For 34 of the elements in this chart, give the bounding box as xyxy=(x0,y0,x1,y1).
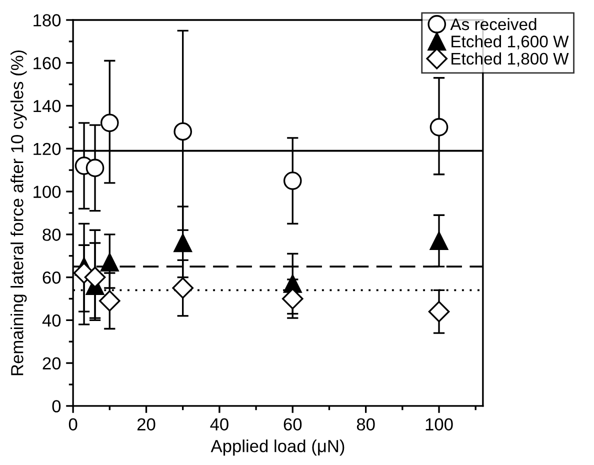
point xyxy=(430,232,448,250)
point xyxy=(100,253,119,272)
y-tick-label: 140 xyxy=(34,100,61,112)
point xyxy=(283,172,302,190)
y-tick-label: 180 xyxy=(34,14,61,26)
point xyxy=(86,158,104,178)
point xyxy=(174,234,192,252)
point xyxy=(84,266,106,288)
point xyxy=(99,290,120,312)
y-tick-label: 120 xyxy=(34,142,61,156)
y-tick-label: 20 xyxy=(42,357,61,370)
y-tick-label: 40 xyxy=(42,314,61,327)
x-axis-title: Applied load (μN) xyxy=(210,439,344,456)
y-tick-label: 0 xyxy=(52,400,61,412)
point xyxy=(100,114,119,132)
y-tick-label: 160 xyxy=(34,57,61,70)
legend-label: Etched 1,600 W xyxy=(452,35,569,50)
x-tick-label: 60 xyxy=(284,418,302,431)
point xyxy=(430,118,448,136)
point xyxy=(174,122,192,141)
point xyxy=(282,288,304,310)
y-tick-label: 80 xyxy=(42,228,61,241)
point xyxy=(172,277,194,299)
x-tick-label: 20 xyxy=(137,418,156,431)
x-tick-label: 80 xyxy=(356,418,375,431)
legend-label: Etched 1,800 W xyxy=(452,52,569,67)
y-tick-label: 100 xyxy=(34,186,61,198)
legend-label: As received xyxy=(450,18,536,30)
x-tick-label: 100 xyxy=(426,418,453,431)
y-axis-title: Remaining lateral force after 10 cycles (%) xyxy=(10,50,27,376)
x-tick-label: 40 xyxy=(210,418,228,431)
y-tick-label: 60 xyxy=(42,271,61,284)
point xyxy=(428,300,450,322)
x-tick-label: 0 xyxy=(68,418,78,431)
